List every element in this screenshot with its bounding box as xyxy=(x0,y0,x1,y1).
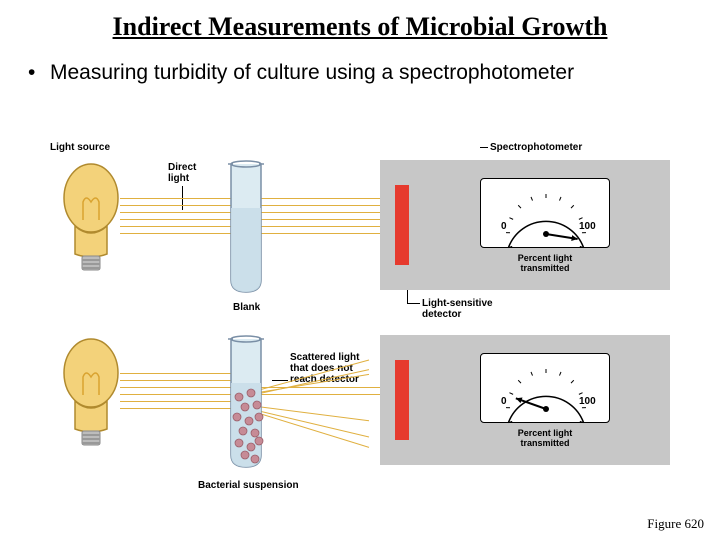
gauge-sample: 0 100 Percent light transmitted xyxy=(480,353,610,423)
diagram: Light source Direct light Spectrophotome… xyxy=(50,140,670,500)
svg-text:100: 100 xyxy=(579,221,596,232)
detector-icon xyxy=(395,185,409,265)
label-detector: Light-sensitive detector xyxy=(422,298,493,320)
bullet-text: Measuring turbidity of culture using a s… xyxy=(0,42,720,86)
gauge-label: Percent light transmitted xyxy=(481,428,609,448)
light-bulb-icon xyxy=(60,160,122,283)
figure-caption: Figure 620 xyxy=(647,516,704,532)
svg-text:0: 0 xyxy=(501,221,507,232)
label-spectrophotometer: Spectrophotometer xyxy=(490,142,582,153)
svg-text:100: 100 xyxy=(579,396,596,407)
label-light-source: Light source xyxy=(50,142,110,153)
label-direct-light: Direct light xyxy=(168,162,196,184)
tube-blank-icon xyxy=(225,160,267,300)
detector-icon xyxy=(395,360,409,440)
light-bulb-icon xyxy=(60,335,122,458)
page-title: Indirect Measurements of Microbial Growt… xyxy=(0,0,720,42)
gauge-label: Percent light transmitted xyxy=(481,253,609,273)
tube-sample-icon xyxy=(225,335,267,475)
svg-text:0: 0 xyxy=(501,396,507,407)
label-blank: Blank xyxy=(233,302,260,313)
gauge-blank: 0 100 Percent light transmitted xyxy=(480,178,610,248)
